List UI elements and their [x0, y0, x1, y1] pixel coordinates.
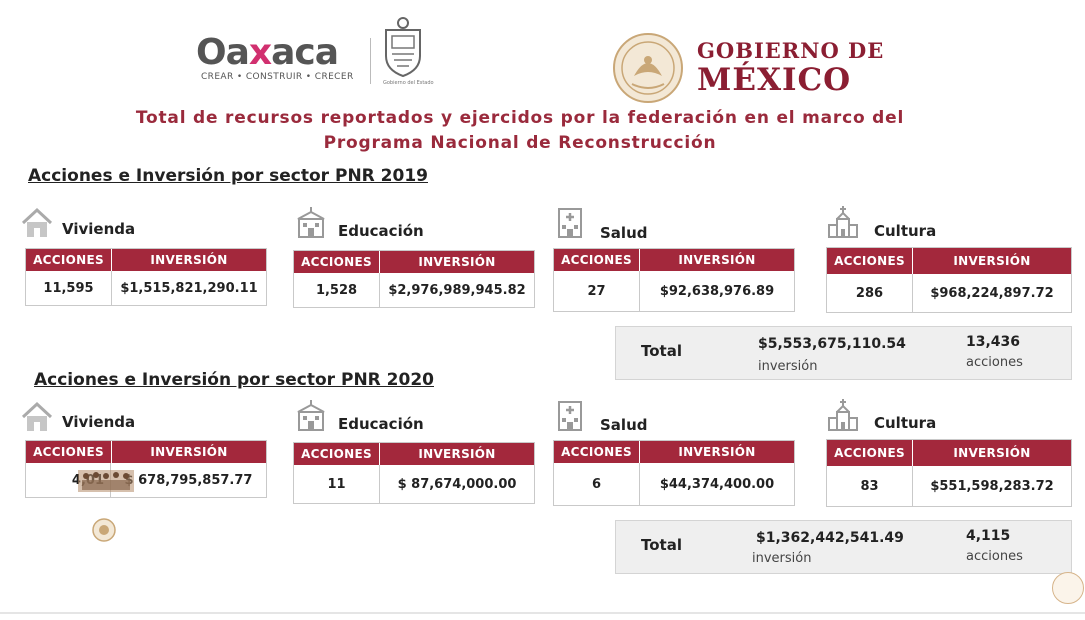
sector-name-salud: Salud	[600, 416, 648, 434]
page-title-line2: Programa Nacional de Reconstrucción	[323, 133, 717, 153]
total-acciones: 13,436	[966, 334, 1021, 350]
col-inversion: INVERSIÓN	[112, 249, 266, 271]
col-inversion: INVERSIÓN	[380, 443, 534, 465]
total-acciones-label: acciones	[966, 355, 1023, 370]
school-icon	[297, 207, 325, 238]
total-inversion: $5,553,675,110.54	[758, 336, 906, 352]
acciones-value: 1,528	[294, 273, 380, 307]
table-educacion-2019: ACCIONES INVERSIÓN 1,528 $2,976,989,945.82	[293, 250, 535, 308]
house-icon	[21, 401, 53, 431]
col-acciones: ACCIONES	[26, 441, 112, 463]
acciones-value: 83	[827, 466, 913, 506]
sector-name-salud: Salud	[600, 224, 648, 242]
acciones-value: 6	[554, 463, 640, 505]
col-inversion: INVERSIÓN	[640, 441, 794, 463]
total-acciones: 4,115	[966, 528, 1011, 544]
col-inversion: INVERSIÓN	[913, 248, 1071, 274]
inversion-value: $968,224,897.72	[930, 285, 1054, 301]
small-seal-icon	[92, 518, 116, 542]
school-icon	[297, 400, 325, 431]
oaxaca-logo-wordmark: Oaxaca	[196, 32, 339, 73]
mexico-eagle-seal-icon	[613, 33, 683, 103]
col-inversion: INVERSIÓN	[640, 249, 794, 271]
col-inversion: INVERSIÓN	[913, 440, 1071, 466]
col-acciones: ACCIONES	[294, 251, 380, 273]
total-label: Total	[641, 342, 682, 360]
inversion-value: $44,374,400.00	[659, 476, 775, 492]
sector-name-educacion: Educación	[338, 222, 424, 240]
section-heading-pnr2019: Acciones e Inversión por sector PNR 2019	[28, 166, 428, 186]
col-acciones: ACCIONES	[26, 249, 112, 271]
inversion-value: $2,976,989,945.82	[388, 282, 526, 298]
total-inversion: $1,362,442,541.49	[756, 530, 904, 546]
inversion-value: $ 87,674,000.00	[397, 476, 517, 492]
oaxaca-state-seal-icon	[385, 17, 421, 78]
corner-logo-icon	[1052, 572, 1084, 604]
inversion-value: $ 678,795,857.77	[124, 472, 253, 488]
house-icon	[21, 207, 53, 237]
table-salud-2019: ACCIONES INVERSIÓN 27 $92,638,976.89	[553, 248, 795, 312]
total-acciones-label: acciones	[966, 549, 1023, 564]
oaxaca-logo-tagline: CREAR • CONSTRUIR • CRECER	[201, 72, 354, 82]
sector-name-vivienda: Vivienda	[62, 220, 136, 238]
federal-logo-line2: MÉXICO	[697, 62, 852, 98]
col-inversion: INVERSIÓN	[112, 441, 266, 463]
crowd-photo-overlay-icon	[78, 470, 134, 492]
inversion-value: $92,638,976.89	[659, 283, 775, 299]
table-salud-2020: ACCIONES INVERSIÓN 6 $44,374,400.00	[553, 440, 795, 506]
table-vivienda-2019: ACCIONES INVERSIÓN 11,595 $1,515,821,290.1…	[25, 248, 267, 306]
acciones-value: 11	[294, 465, 380, 503]
sector-name-cultura: Cultura	[874, 414, 937, 432]
sector-name-cultura: Cultura	[874, 222, 937, 240]
col-acciones: ACCIONES	[827, 440, 913, 466]
sector-name-educacion: Educación	[338, 415, 424, 433]
col-acciones: ACCIONES	[294, 443, 380, 465]
total-box-2020: Total $1,362,442,541.49 inversión 4,115 …	[615, 520, 1072, 574]
table-cultura-2019: ACCIONES INVERSIÓN 286 $968,224,897.72	[826, 247, 1072, 313]
table-educacion-2020: ACCIONES INVERSIÓN 11 $ 87,674,000.00	[293, 442, 535, 504]
acciones-value: 11,595	[26, 271, 112, 305]
oaxaca-seal-caption: Gobierno del Estado	[383, 80, 434, 86]
section-heading-pnr2020: Acciones e Inversión por sector PNR 2020	[34, 370, 434, 390]
acciones-value: 27	[554, 271, 640, 311]
total-inversion-label: inversión	[758, 359, 818, 374]
hospital-icon	[558, 401, 582, 431]
total-inversion-label: inversión	[752, 551, 812, 566]
federal-logo-line1: GOBIERNO DE	[697, 38, 885, 63]
inversion-value: $551,598,283.72	[930, 478, 1054, 494]
total-box-2019: Total $5,553,675,110.54 inversión 13,436…	[615, 326, 1072, 380]
church-icon	[828, 399, 858, 431]
church-icon	[828, 206, 858, 238]
col-acciones: ACCIONES	[827, 248, 913, 274]
bottom-rule	[0, 612, 1085, 614]
acciones-value: 286	[827, 274, 913, 312]
sector-name-vivienda: Vivienda	[62, 413, 136, 431]
page-title-line1: Total de recursos reportados y ejercidos…	[135, 108, 905, 128]
col-inversion: INVERSIÓN	[380, 251, 534, 273]
hospital-icon	[558, 208, 582, 238]
total-label: Total	[641, 536, 682, 554]
col-acciones: ACCIONES	[554, 249, 640, 271]
col-acciones: ACCIONES	[554, 441, 640, 463]
table-cultura-2020: ACCIONES INVERSIÓN 83 $551,598,283.72	[826, 439, 1072, 507]
inversion-value: $1,515,821,290.11	[120, 280, 258, 296]
logo-separator	[370, 38, 371, 84]
